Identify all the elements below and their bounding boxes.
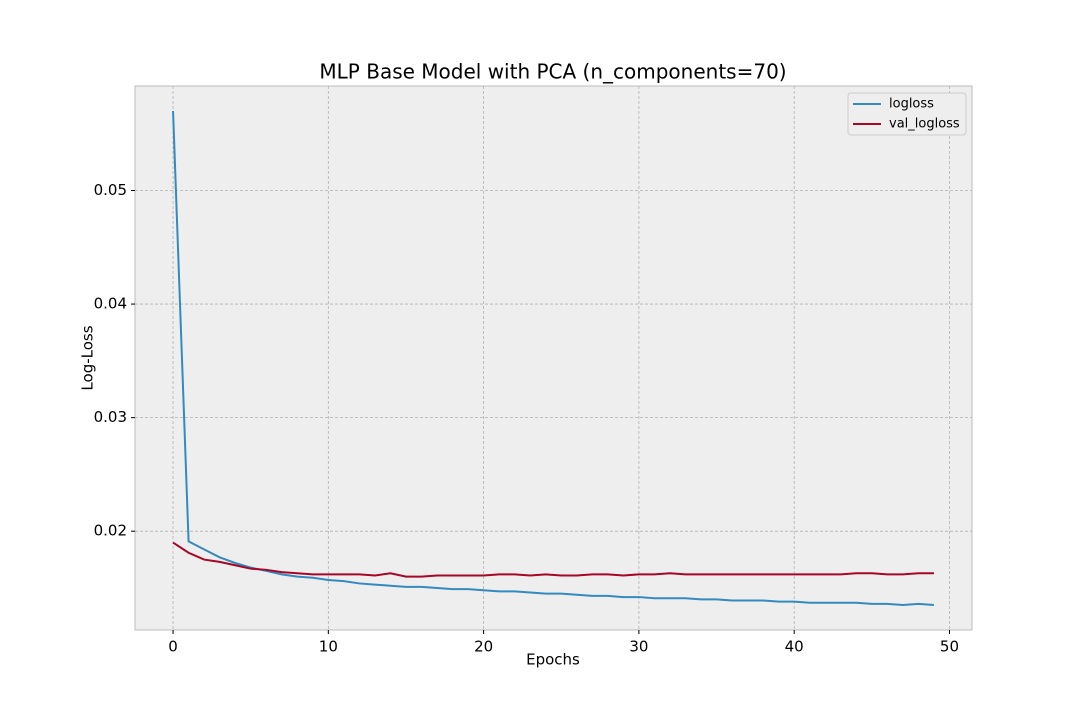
chart-title: MLP Base Model with PCA (n_components=70… (319, 60, 786, 84)
x-tick-label: 10 (319, 638, 338, 656)
x-tick-label: 40 (785, 638, 804, 656)
x-axis-label: Epochs (526, 651, 580, 669)
x-tick-label: 0 (168, 638, 178, 656)
y-tick-label: 0.02 (94, 522, 127, 540)
x-tick-label: 50 (940, 638, 959, 656)
y-axis-label: Log-Loss (79, 325, 97, 390)
x-tick-label: 30 (629, 638, 648, 656)
legend-label: val_logloss (889, 117, 960, 132)
x-tick-label: 20 (474, 638, 493, 656)
line-series (172, 110, 935, 607)
y-tick-label: 0.05 (94, 181, 127, 199)
y-tick-label: 0.04 (94, 295, 127, 313)
plot-area (134, 85, 973, 631)
y-tick-label: 0.03 (94, 408, 127, 426)
line-series (172, 541, 934, 578)
legend-label: logloss (889, 97, 934, 112)
